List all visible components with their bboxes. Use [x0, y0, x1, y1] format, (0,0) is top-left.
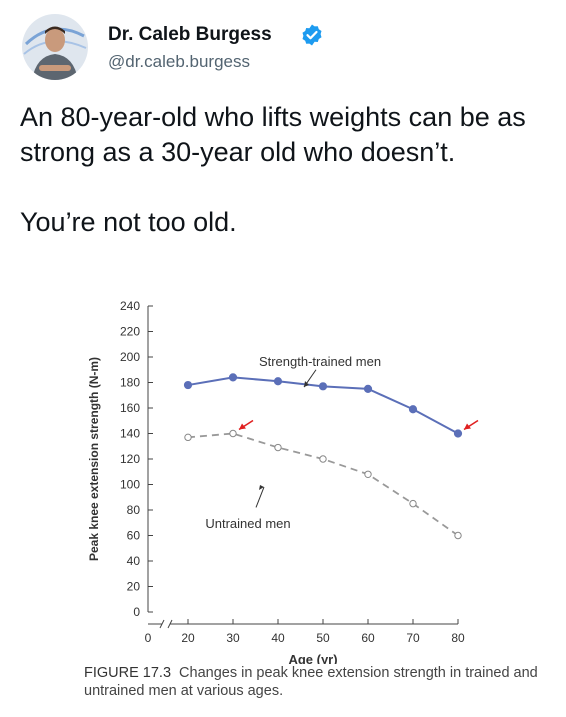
trained-data-point — [453, 429, 463, 438]
x-tick-label: 0 — [145, 631, 152, 645]
tweet-header: Dr. Caleb Burgess @dr.caleb.burgess — [22, 14, 542, 84]
y-tick-label: 140 — [120, 427, 140, 441]
red-arrow-head — [464, 423, 471, 430]
tweet-text-paragraph-1: An 80-year-old who lifts weights can be … — [20, 102, 526, 167]
annotation-trained-pointer-head — [304, 381, 309, 388]
untrained-data-point — [274, 443, 282, 452]
annotation-untrained-pointer — [255, 486, 265, 508]
annotation-trained-label: Strength-trained men — [259, 354, 381, 369]
untrained-data-point — [319, 455, 327, 463]
caption-text: Changes in peak knee extension strength … — [84, 665, 538, 699]
x-axis-label: Age (yr) — [288, 652, 337, 664]
untrained-data-point — [409, 499, 417, 508]
y-tick-label: 200 — [120, 350, 140, 364]
annotation-untrained-pointer-head — [259, 485, 264, 491]
y-tick-label: 100 — [120, 478, 140, 492]
x-tick-label: 30 — [226, 631, 240, 645]
y-tick-label: 220 — [120, 325, 140, 339]
x-axis-break-mark — [159, 619, 165, 629]
y-axis-label: Peak knee extension strength (N-m) — [87, 357, 101, 561]
trained-data-point — [183, 380, 193, 390]
y-tick-label: 60 — [127, 529, 141, 543]
trained-data-point — [318, 382, 328, 391]
tweet-text-paragraph-2: You’re not too old. — [20, 207, 237, 237]
x-tick-label: 80 — [451, 631, 465, 645]
annotation-untrained-label: Untrained men — [205, 516, 290, 531]
trained-data-point — [273, 377, 283, 386]
x-tick-label: 70 — [406, 631, 420, 645]
y-tick-label: 40 — [127, 554, 141, 568]
author-handle[interactable]: @dr.caleb.burgess — [108, 52, 251, 71]
y-tick-label: 120 — [120, 452, 140, 466]
y-tick-label: 240 — [120, 299, 140, 313]
avatar[interactable] — [22, 14, 88, 80]
x-tick-label: 40 — [271, 631, 285, 645]
figure-caption: FIGURE 17.3 Changes in peak knee extensio… — [84, 664, 554, 700]
author-name[interactable]: Dr. Caleb Burgess — [108, 24, 272, 45]
y-tick-label: 0 — [133, 605, 140, 619]
y-tick-label: 160 — [120, 401, 140, 415]
trained-data-point — [228, 373, 238, 382]
untrained-data-point — [229, 429, 237, 438]
y-tick-label: 80 — [127, 503, 141, 517]
caption-label: FIGURE 17.3 — [84, 665, 172, 681]
trained-data-point — [363, 384, 373, 393]
x-tick-label: 20 — [181, 631, 195, 645]
trained-data-point — [408, 405, 418, 414]
x-tick-label: 50 — [316, 631, 330, 645]
tweet-text: An 80-year-old who lifts weights can be … — [20, 100, 550, 240]
x-axis-break-mark — [167, 619, 173, 629]
red-arrow-head — [239, 423, 246, 430]
y-tick-label: 180 — [120, 376, 140, 390]
y-tick-label: 20 — [127, 580, 141, 594]
line-chart: 0 20 40 60 80 100 120 140 160 180 200 220 240 0 20 30 40… — [87, 299, 479, 664]
untrained-data-point — [184, 433, 192, 442]
untrained-data-point — [364, 470, 372, 479]
x-tick-label: 60 — [361, 631, 375, 645]
verified-badge-icon — [302, 24, 322, 46]
untrained-data-point — [454, 531, 462, 540]
